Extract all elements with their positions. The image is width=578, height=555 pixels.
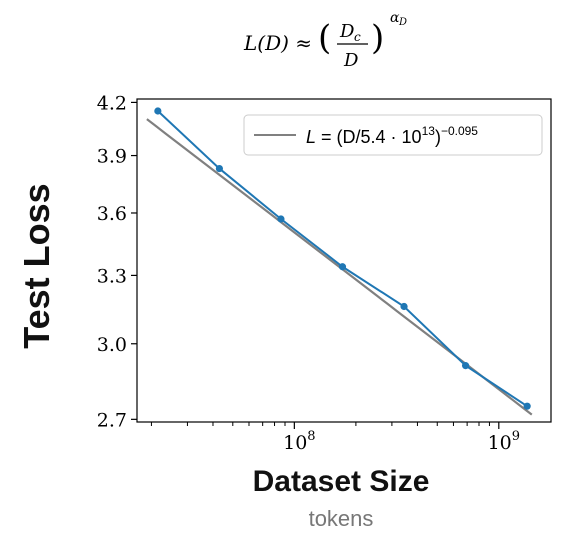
x-tick-label: 109 bbox=[488, 429, 520, 454]
x-axis-sublabel: tokens bbox=[309, 506, 374, 531]
formula-denominator: D bbox=[343, 50, 359, 71]
formula: L(D) ≈ ( D c D ) α D bbox=[243, 10, 407, 71]
legend-fit-lhs: L bbox=[306, 127, 316, 147]
x-tick-label: 108 bbox=[283, 429, 315, 454]
y-tick-label: 3.0 bbox=[97, 334, 127, 356]
formula-lhs: L(D) ≈ bbox=[243, 31, 312, 55]
legend-fit-sup2: −0.095 bbox=[441, 124, 478, 138]
legend-fit-eq: = bbox=[316, 127, 337, 147]
formula-exponent: α bbox=[390, 10, 400, 26]
x-tick-base: 10 bbox=[283, 432, 307, 454]
y-tick-label: 3.9 bbox=[97, 146, 127, 168]
formula-numerator-sub: c bbox=[354, 30, 361, 44]
y-tick-label: 3.3 bbox=[97, 265, 127, 287]
plot-frame bbox=[136, 98, 552, 423]
legend-box bbox=[243, 114, 543, 156]
data-point bbox=[215, 164, 224, 173]
formula-paren-left: ( bbox=[318, 18, 331, 58]
y-tick-label: 3.6 bbox=[97, 203, 127, 225]
data-point bbox=[277, 215, 285, 223]
data-point bbox=[461, 362, 470, 370]
y-tick-label: 4.2 bbox=[97, 92, 127, 114]
data-point bbox=[154, 107, 162, 115]
x-tick-exp: 8 bbox=[307, 429, 315, 444]
data-point bbox=[338, 263, 347, 271]
plot-area: 2.73.03.33.63.94.2 108 109 L = (D/5.4 · 1… bbox=[97, 92, 552, 454]
legend-fit-mid: (D/5.4 · 10 bbox=[337, 127, 422, 147]
formula-exponent-sub: D bbox=[398, 17, 407, 28]
formula-paren-right: ) bbox=[371, 18, 384, 58]
legend-fit-close: ) bbox=[435, 127, 441, 147]
x-ticks: 108 109 bbox=[150, 422, 520, 454]
data-point bbox=[400, 302, 408, 311]
formula-numerator: D bbox=[339, 21, 355, 42]
legend-fit-label: L = (D/5.4 · 1013)−0.095 bbox=[306, 124, 478, 147]
data-point bbox=[523, 402, 531, 410]
legend-fit-sup1: 13 bbox=[422, 124, 436, 138]
y-ticks: 2.7 3.0 3.3 3.6 3.9 4.2 bbox=[97, 92, 137, 431]
x-tick-base: 10 bbox=[488, 432, 512, 454]
y-axis-label: Test Loss bbox=[16, 183, 57, 348]
y-tick-label: 2.7 bbox=[97, 409, 127, 431]
series-layer bbox=[146, 107, 533, 416]
x-tick-exp: 9 bbox=[512, 429, 520, 444]
x-axis-label: Dataset Size bbox=[253, 465, 430, 498]
legend: L = (D/5.4 · 1013)−0.095 bbox=[243, 114, 543, 156]
